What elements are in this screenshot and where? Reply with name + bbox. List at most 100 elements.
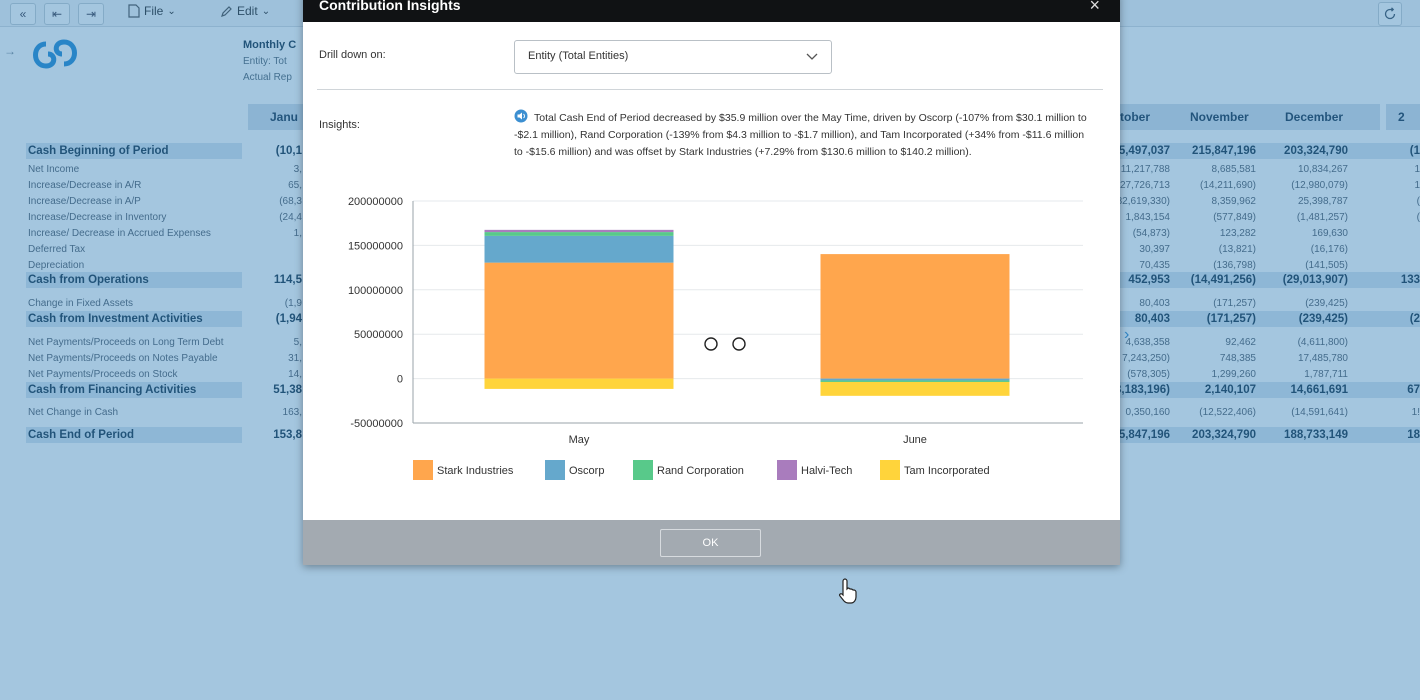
table-cell: (14,491,256): [1190, 274, 1256, 286]
collapse-arrow-icon[interactable]: →: [4, 44, 16, 58]
table-cell: (14,211,690): [1200, 180, 1256, 191]
bar-segment[interactable]: [820, 254, 1010, 379]
table-cell: 188,733,149: [1284, 429, 1348, 441]
insights-label: Insights:: [319, 119, 360, 131]
dialog-title: Contribution Insights: [319, 0, 461, 13]
table-cell: 11,217,788: [1120, 164, 1170, 175]
table-cell: 748,385: [1219, 353, 1256, 364]
legend-label: Stark Industries: [437, 465, 514, 477]
divider: [317, 89, 1103, 90]
table-cell: 452,953: [1128, 274, 1170, 286]
speaker-icon[interactable]: [514, 109, 528, 123]
ok-button[interactable]: OK: [660, 529, 761, 557]
x-tick-label: May: [569, 434, 590, 446]
column-header-band: [248, 104, 308, 130]
row-label: Increase/Decrease in A/R: [28, 180, 142, 191]
table-cell: 153,8: [273, 429, 302, 441]
table-cell: 1!: [1411, 407, 1420, 418]
table-cell: 17,485,780: [1297, 353, 1348, 364]
bar-segment[interactable]: [484, 262, 674, 379]
table-cell: 215,847,196: [1192, 145, 1256, 157]
column-header-december: December: [1285, 110, 1344, 124]
previous-page-button[interactable]: ⇤: [44, 3, 70, 25]
y-tick-label: 0: [397, 374, 403, 386]
row-label: Net Payments/Proceeds on Long Term Debt: [28, 337, 224, 348]
table-cell: 5,847,196: [1118, 429, 1170, 441]
table-cell: 123,282: [1219, 228, 1256, 239]
row-highlight: [26, 143, 242, 159]
edit-menu[interactable]: Edit ⌄: [220, 4, 270, 18]
x-tick-label: June: [903, 434, 927, 446]
row-highlight: [1120, 311, 1420, 327]
dialog-header: Contribution Insights ×: [303, 0, 1120, 22]
row-highlight: [1120, 382, 1420, 398]
legend-label: Halvi-Tech: [801, 465, 852, 477]
row-label: Increase/Decrease in Inventory: [28, 212, 167, 223]
table-cell: 14,: [288, 369, 302, 380]
pencil-icon: [221, 5, 232, 17]
pager-dot[interactable]: [732, 337, 746, 351]
table-cell: 8,685,581: [1211, 164, 1257, 175]
legend-swatch: [777, 460, 797, 480]
table-cell: (1,94: [275, 313, 302, 325]
chevron-down-icon: ⌄: [261, 5, 271, 17]
table-cell: 70,435: [1139, 260, 1170, 271]
scroll-right-icon[interactable]: ›: [1124, 326, 1130, 343]
row-label: Cash from Investment Activities: [28, 313, 203, 325]
table-cell: 51,38: [273, 384, 302, 396]
dialog-footer: OK: [303, 520, 1120, 565]
table-cell: 8,359,962: [1211, 196, 1257, 207]
table-cell: 5,: [293, 337, 302, 348]
table-cell: (4,611,800): [1297, 337, 1348, 348]
row-highlight: [1120, 427, 1420, 443]
next-page-button[interactable]: ⇥: [78, 3, 104, 25]
mouse-pointer-icon: [839, 578, 857, 604]
bar-segment[interactable]: [484, 235, 674, 263]
bar-segment[interactable]: [820, 381, 1010, 396]
chevron-down-icon: [806, 53, 818, 60]
table-cell: 2,140,107: [1204, 384, 1256, 396]
bar-segment[interactable]: [484, 232, 674, 236]
table-cell: 80,403: [1139, 298, 1170, 309]
table-cell: 203,324,790: [1192, 429, 1256, 441]
table-cell: (141,505): [1305, 260, 1348, 271]
y-tick-label: 50000000: [354, 329, 403, 341]
drill-down-select[interactable]: Entity (Total Entities): [514, 40, 832, 74]
table-cell: (1: [1409, 145, 1420, 157]
refresh-button[interactable]: [1378, 2, 1402, 26]
contribution-insights-dialog: Contribution Insights × Drill down on: E…: [303, 0, 1120, 565]
row-label: Change in Fixed Assets: [28, 298, 134, 309]
table-cell: 92,462: [1225, 337, 1256, 348]
table-cell: 1,: [293, 228, 302, 239]
bar-segment[interactable]: [820, 378, 1010, 381]
legend-label: Tam Incorporated: [904, 465, 990, 477]
table-cell: 0,350,160: [1125, 407, 1171, 418]
drill-down-value: Entity (Total Entities): [528, 50, 629, 62]
table-cell: (12,980,079): [1291, 180, 1348, 191]
table-cell: 114,5: [273, 274, 302, 286]
table-cell: 1,843,154: [1125, 212, 1171, 223]
bar-segment[interactable]: [484, 378, 674, 389]
row-highlight: [26, 382, 242, 398]
table-cell: (: [1416, 212, 1420, 223]
pager-dot[interactable]: [704, 337, 718, 351]
first-page-button[interactable]: «: [10, 3, 36, 25]
row-label: Net Income: [28, 164, 80, 175]
table-cell: 67: [1407, 384, 1420, 396]
column-header-next: 2: [1398, 110, 1405, 124]
bar-segment[interactable]: [820, 380, 1010, 382]
table-cell: 80,403: [1134, 313, 1170, 325]
file-menu[interactable]: File ⌄: [128, 4, 176, 18]
table-cell: 1,299,260: [1211, 369, 1257, 380]
table-cell: (578,305): [1127, 369, 1170, 380]
row-label: Cash End of Period: [28, 429, 135, 441]
column-header-october: tober: [1120, 110, 1150, 124]
bar-segment[interactable]: [484, 229, 674, 233]
row-highlight: [26, 311, 242, 327]
chevron-down-icon: ⌄: [167, 5, 176, 17]
close-icon[interactable]: ×: [1089, 0, 1100, 15]
row-highlight: [1120, 272, 1420, 288]
table-cell: 32,619,330): [1116, 196, 1170, 207]
column-header-november: November: [1190, 110, 1249, 124]
legend-swatch: [880, 460, 900, 480]
